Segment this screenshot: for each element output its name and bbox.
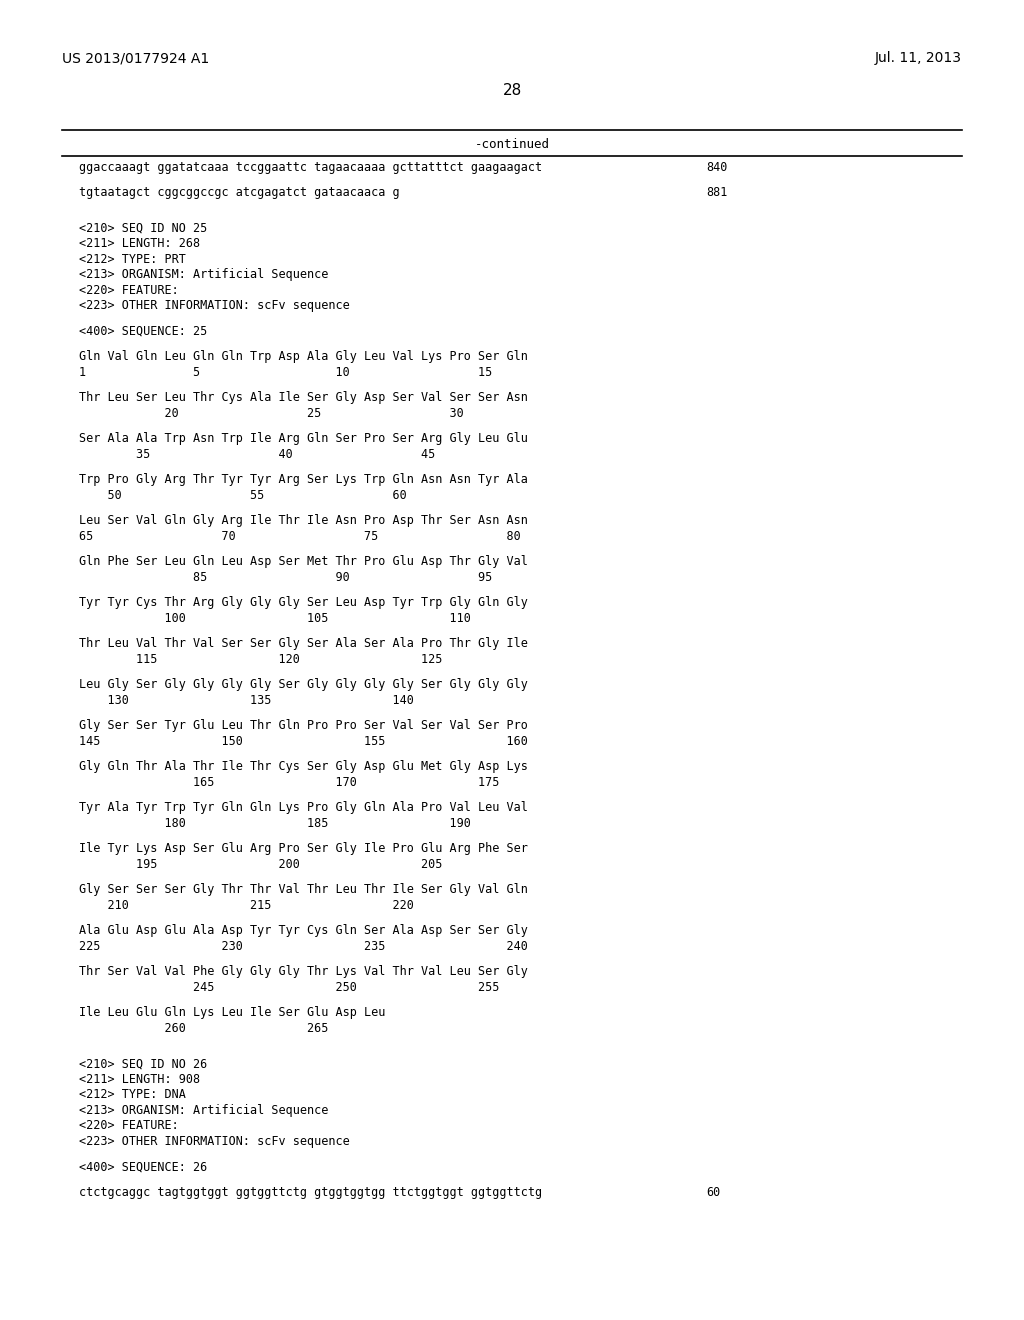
Text: 840: 840 <box>706 161 727 174</box>
Text: 195                 200                 205: 195 200 205 <box>79 858 442 871</box>
Text: Ala Glu Asp Glu Ala Asp Tyr Tyr Cys Gln Ser Ala Asp Ser Ser Gly: Ala Glu Asp Glu Ala Asp Tyr Tyr Cys Gln … <box>79 924 528 937</box>
Text: <211> LENGTH: 268: <211> LENGTH: 268 <box>79 238 200 251</box>
Text: 881: 881 <box>706 186 727 199</box>
Text: Ile Leu Glu Gln Lys Leu Ile Ser Glu Asp Leu: Ile Leu Glu Gln Lys Leu Ile Ser Glu Asp … <box>79 1006 385 1019</box>
Text: 130                 135                 140: 130 135 140 <box>79 693 414 706</box>
Text: <213> ORGANISM: Artificial Sequence: <213> ORGANISM: Artificial Sequence <box>79 268 329 281</box>
Text: Thr Leu Val Thr Val Ser Ser Gly Ser Ala Ser Ala Pro Thr Gly Ile: Thr Leu Val Thr Val Ser Ser Gly Ser Ala … <box>79 638 528 651</box>
Text: <223> OTHER INFORMATION: scFv sequence: <223> OTHER INFORMATION: scFv sequence <box>79 1135 350 1147</box>
Text: <223> OTHER INFORMATION: scFv sequence: <223> OTHER INFORMATION: scFv sequence <box>79 300 350 312</box>
Text: 50                  55                  60: 50 55 60 <box>79 488 407 502</box>
Text: <220> FEATURE:: <220> FEATURE: <box>79 284 179 297</box>
Text: <211> LENGTH: 908: <211> LENGTH: 908 <box>79 1073 200 1085</box>
Text: Ile Tyr Lys Asp Ser Glu Arg Pro Ser Gly Ile Pro Glu Arg Phe Ser: Ile Tyr Lys Asp Ser Glu Arg Pro Ser Gly … <box>79 842 528 855</box>
Text: Tyr Ala Tyr Trp Tyr Gln Gln Lys Pro Gly Gln Ala Pro Val Leu Val: Tyr Ala Tyr Trp Tyr Gln Gln Lys Pro Gly … <box>79 801 528 814</box>
Text: 85                  90                  95: 85 90 95 <box>79 570 493 583</box>
Text: 100                 105                 110: 100 105 110 <box>79 611 471 624</box>
Text: <212> TYPE: PRT: <212> TYPE: PRT <box>79 252 186 265</box>
Text: -continued: -continued <box>474 139 550 150</box>
Text: 65                  70                  75                  80: 65 70 75 80 <box>79 529 521 543</box>
Text: 28: 28 <box>503 83 521 98</box>
Text: Leu Ser Val Gln Gly Arg Ile Thr Ile Asn Pro Asp Thr Ser Asn Asn: Leu Ser Val Gln Gly Arg Ile Thr Ile Asn … <box>79 515 528 527</box>
Text: 165                 170                 175: 165 170 175 <box>79 776 500 788</box>
Text: 145                 150                 155                 160: 145 150 155 160 <box>79 735 528 747</box>
Text: Thr Ser Val Val Phe Gly Gly Gly Thr Lys Val Thr Val Leu Ser Gly: Thr Ser Val Val Phe Gly Gly Gly Thr Lys … <box>79 965 528 978</box>
Text: Gln Phe Ser Leu Gln Leu Asp Ser Met Thr Pro Glu Asp Thr Gly Val: Gln Phe Ser Leu Gln Leu Asp Ser Met Thr … <box>79 556 528 568</box>
Text: 180                 185                 190: 180 185 190 <box>79 817 471 830</box>
Text: 115                 120                 125: 115 120 125 <box>79 652 442 665</box>
Text: 260                 265: 260 265 <box>79 1022 329 1035</box>
Text: <210> SEQ ID NO 25: <210> SEQ ID NO 25 <box>79 222 207 235</box>
Text: <400> SEQUENCE: 25: <400> SEQUENCE: 25 <box>79 325 207 338</box>
Text: ctctgcaggc tagtggtggt ggtggttctg gtggtggtgg ttctggtggt ggtggttctg: ctctgcaggc tagtggtggt ggtggttctg gtggtgg… <box>79 1185 542 1199</box>
Text: <213> ORGANISM: Artificial Sequence: <213> ORGANISM: Artificial Sequence <box>79 1104 329 1117</box>
Text: Gly Gln Thr Ala Thr Ile Thr Cys Ser Gly Asp Glu Met Gly Asp Lys: Gly Gln Thr Ala Thr Ile Thr Cys Ser Gly … <box>79 760 528 774</box>
Text: 35                  40                  45: 35 40 45 <box>79 447 435 461</box>
Text: <400> SEQUENCE: 26: <400> SEQUENCE: 26 <box>79 1160 207 1173</box>
Text: 1               5                   10                  15: 1 5 10 15 <box>79 366 493 379</box>
Text: Tyr Tyr Cys Thr Arg Gly Gly Gly Ser Leu Asp Tyr Trp Gly Gln Gly: Tyr Tyr Cys Thr Arg Gly Gly Gly Ser Leu … <box>79 597 528 609</box>
Text: Leu Gly Ser Gly Gly Gly Gly Ser Gly Gly Gly Gly Ser Gly Gly Gly: Leu Gly Ser Gly Gly Gly Gly Ser Gly Gly … <box>79 678 528 692</box>
Text: Gln Val Gln Leu Gln Gln Trp Asp Ala Gly Leu Val Lys Pro Ser Gln: Gln Val Gln Leu Gln Gln Trp Asp Ala Gly … <box>79 350 528 363</box>
Text: Thr Leu Ser Leu Thr Cys Ala Ile Ser Gly Asp Ser Val Ser Ser Asn: Thr Leu Ser Leu Thr Cys Ala Ile Ser Gly … <box>79 391 528 404</box>
Text: US 2013/0177924 A1: US 2013/0177924 A1 <box>62 51 209 65</box>
Text: Jul. 11, 2013: Jul. 11, 2013 <box>874 51 962 65</box>
Text: Trp Pro Gly Arg Thr Tyr Tyr Arg Ser Lys Trp Gln Asn Asn Tyr Ala: Trp Pro Gly Arg Thr Tyr Tyr Arg Ser Lys … <box>79 473 528 486</box>
Text: 225                 230                 235                 240: 225 230 235 240 <box>79 940 528 953</box>
Text: <212> TYPE: DNA: <212> TYPE: DNA <box>79 1088 186 1101</box>
Text: tgtaatagct cggcggccgc atcgagatct gataacaaca g: tgtaatagct cggcggccgc atcgagatct gataaca… <box>79 186 399 199</box>
Text: Gly Ser Ser Ser Gly Thr Thr Val Thr Leu Thr Ile Ser Gly Val Gln: Gly Ser Ser Ser Gly Thr Thr Val Thr Leu … <box>79 883 528 896</box>
Text: ggaccaaagt ggatatcaaa tccggaattc tagaacaaaa gcttatttct gaagaagact: ggaccaaagt ggatatcaaa tccggaattc tagaaca… <box>79 161 542 174</box>
Text: 210                 215                 220: 210 215 220 <box>79 899 414 912</box>
Text: Gly Ser Ser Tyr Glu Leu Thr Gln Pro Pro Ser Val Ser Val Ser Pro: Gly Ser Ser Tyr Glu Leu Thr Gln Pro Pro … <box>79 719 528 733</box>
Text: Ser Ala Ala Trp Asn Trp Ile Arg Gln Ser Pro Ser Arg Gly Leu Glu: Ser Ala Ala Trp Asn Trp Ile Arg Gln Ser … <box>79 432 528 445</box>
Text: <210> SEQ ID NO 26: <210> SEQ ID NO 26 <box>79 1057 207 1071</box>
Text: <220> FEATURE:: <220> FEATURE: <box>79 1119 179 1133</box>
Text: 245                 250                 255: 245 250 255 <box>79 981 500 994</box>
Text: 20                  25                  30: 20 25 30 <box>79 407 464 420</box>
Text: 60: 60 <box>706 1185 720 1199</box>
